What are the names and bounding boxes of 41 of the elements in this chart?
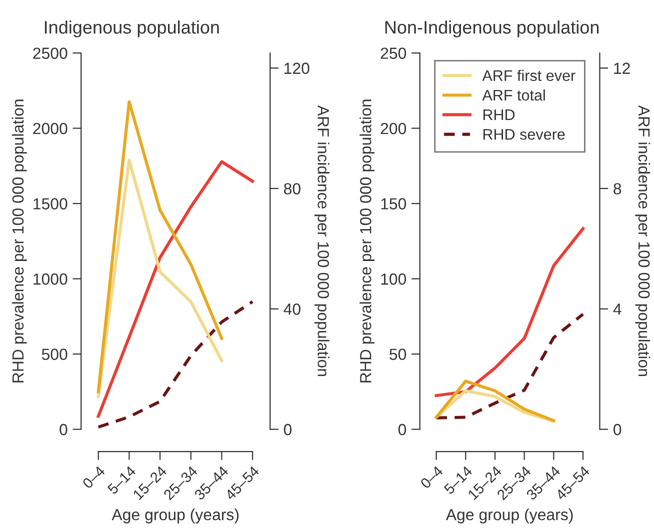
y-tick-label: 150	[381, 198, 406, 210]
x-axis-title: Age group (years)	[112, 508, 239, 524]
y-tick-label: 500	[42, 348, 68, 360]
chart-title: Non-Indigenous population	[385, 20, 599, 38]
y2-tick-label: 40	[284, 304, 300, 315]
y-axis-title: RHD prevalence per 100 000 population	[360, 100, 374, 382]
y-tick-label: 0	[60, 424, 68, 436]
x-tick-label: 0–4	[82, 465, 106, 490]
y-tick-label: 2000	[33, 122, 68, 134]
y2-tick-label: 0	[284, 424, 292, 436]
y2-tick-label: 80	[284, 183, 300, 194]
y-tick-label: 50	[390, 348, 406, 360]
line-series	[96, 158, 224, 398]
y2-tick-label: 8	[614, 183, 622, 194]
y-tick-label: 250	[380, 48, 406, 59]
chart-title: Indigenous population	[44, 20, 219, 38]
y2-tick-label: 12	[614, 62, 630, 74]
x-tick-label: 0–4	[420, 465, 444, 490]
y2-tick-label: 120	[284, 62, 310, 74]
legend-label: ARF first ever	[482, 70, 576, 82]
y-tick-label: 1500	[34, 198, 68, 210]
legend-label: ARF total	[482, 89, 545, 101]
y-tick-label: 100	[381, 273, 406, 285]
line-series	[434, 227, 585, 398]
y-tick-label: 0	[398, 424, 406, 436]
line-series	[96, 100, 224, 394]
y-axis-title: RHD prevalence per 100 000 population	[12, 100, 27, 382]
y2-tick-label: 4	[613, 304, 622, 315]
y-tick-label: 200	[380, 122, 406, 134]
x-axis-title: Age group (years)	[446, 508, 573, 524]
legend-label: RHD severe	[483, 129, 565, 140]
legend-label: RHD	[483, 110, 515, 120]
y2-axis-title: ARF incidence per 100 000 population	[635, 105, 650, 376]
line-series	[434, 312, 585, 420]
y2-axis-title: ARF incidence per 100 000 population	[314, 105, 330, 376]
y2-tick-label: 0	[614, 424, 622, 436]
y-tick-label: 1000	[34, 273, 68, 285]
line-series	[96, 160, 254, 418]
line-series	[96, 300, 254, 429]
line-series	[434, 380, 556, 422]
y-tick-label: 2500	[33, 48, 68, 59]
